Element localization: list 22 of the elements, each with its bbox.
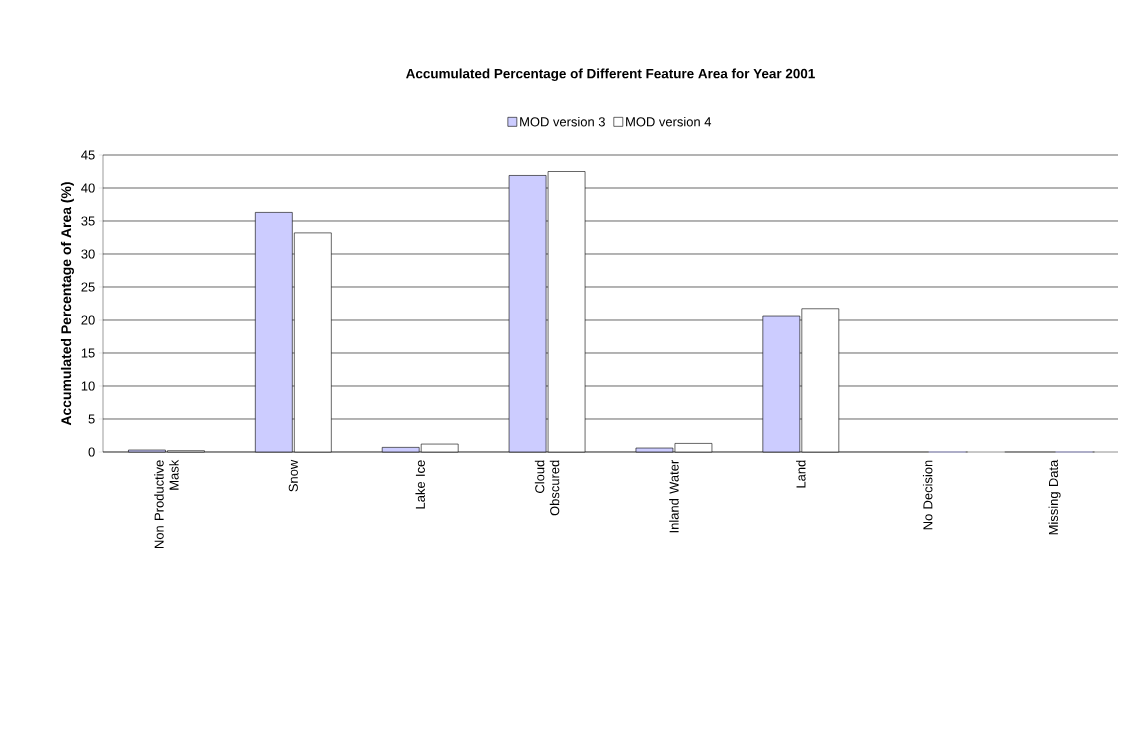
- x-tick-label: Cloud Obscured: [534, 460, 560, 516]
- x-tick-label: No Decision: [922, 460, 933, 530]
- legend-label: MOD version 4: [626, 116, 712, 127]
- x-tick-label: Lake Ice: [415, 460, 425, 509]
- x-tick-label: Snow: [288, 459, 298, 492]
- y-tick-label: 5: [88, 414, 95, 424]
- y-tick-label: 20: [81, 315, 95, 325]
- y-tick-label: 0: [88, 447, 95, 457]
- legend-label: MOD version 3: [520, 116, 605, 127]
- y-tick-label: 10: [81, 381, 95, 391]
- y-tick-label: 35: [81, 216, 95, 226]
- y-tick-label: 30: [81, 249, 95, 259]
- x-tick-label: Land: [796, 460, 806, 488]
- x-tick-label: Missing Data: [1048, 459, 1061, 535]
- y-tick-label: 25: [81, 282, 95, 292]
- y-axis-title: Accumulated Percentage of Area (%): [60, 182, 74, 426]
- x-tick-label: Inland Water: [669, 459, 679, 533]
- y-tick-label: 45: [81, 150, 95, 160]
- y-tick-label: 40: [81, 183, 95, 193]
- chart-title: Accumulated Percentage of Different Feature Area for Year 2001: [406, 68, 815, 82]
- y-tick-label: 15: [81, 348, 95, 358]
- x-tick-label: Non Productive Mask: [154, 459, 179, 548]
